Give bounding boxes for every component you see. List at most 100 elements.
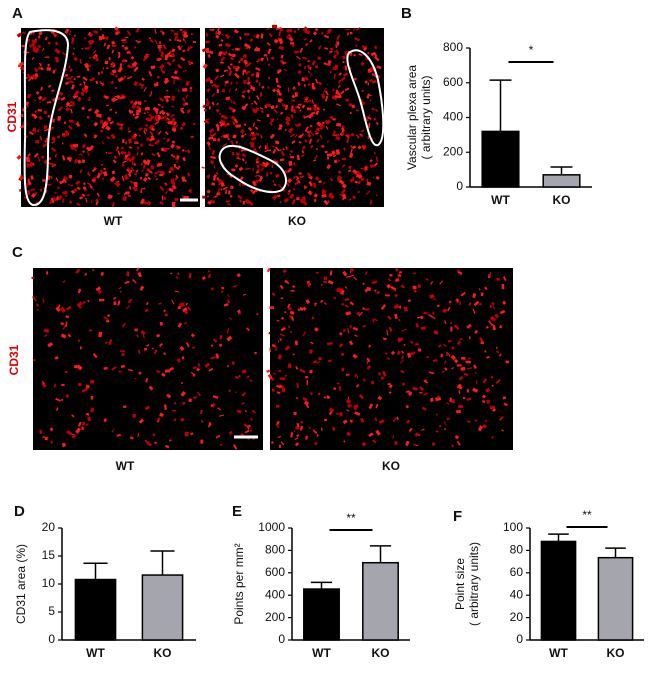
vessel [254,351,258,355]
vessel [148,94,152,98]
vessel [246,327,250,332]
vessel [431,442,436,447]
vessel [51,136,56,140]
vessel [196,367,200,372]
vessel [169,39,172,41]
panel-letter: A [12,5,23,22]
vessel [374,289,377,293]
vessel [27,73,31,79]
vessel [41,381,47,388]
vessel [37,109,42,112]
vessel [335,44,338,48]
vessel [41,380,45,385]
vessel [76,202,81,207]
vessel [85,412,90,416]
vessel [389,274,393,277]
vessel [503,402,508,407]
vessel [110,80,115,85]
vessel [461,356,466,360]
vessel [173,418,177,422]
vessel [409,392,411,397]
vessel [126,30,132,36]
vessel [302,306,307,311]
vessel [463,372,469,376]
vessel [412,386,418,391]
vessel [254,180,259,184]
vessel [249,189,254,193]
vessel [362,378,366,382]
significance-label: ** [582,508,592,522]
vessel [147,169,153,174]
vessel [283,103,286,108]
vessel [145,302,149,306]
vessel [51,141,54,144]
vessel [175,276,179,280]
vessel [39,135,42,138]
vessel [472,387,479,393]
vessel [309,369,313,374]
vessel [47,184,52,186]
vessel [182,401,186,405]
vessel [358,394,365,400]
vessel [88,97,91,101]
vessel [496,350,500,354]
vessel [39,429,43,435]
vessel [220,51,227,56]
vessel [64,28,70,34]
vessel [159,200,164,206]
vessel [366,357,371,363]
vessel [57,194,63,201]
vessel [346,32,349,36]
vessel [450,322,452,325]
vessel [154,39,158,45]
vessel [356,311,361,316]
vessel [60,322,64,326]
bar [542,174,581,188]
vessel [214,195,218,198]
vessel [108,151,112,155]
vessel [61,52,67,57]
vessel [282,148,285,151]
vessel [253,100,258,105]
vessel [207,54,211,58]
vessel [397,337,404,343]
vessel [31,113,35,117]
vessel [212,338,218,343]
vessel [344,87,350,92]
vessel [220,290,224,294]
vessel [20,113,24,118]
vessel [130,166,135,172]
vessel [357,375,359,379]
vessel [37,66,41,70]
vessel [225,200,230,203]
vessel [78,97,81,100]
y-tick-label: 800 [443,40,463,54]
vessel [35,139,40,144]
vessel [189,86,193,90]
vessel [36,303,40,307]
vessel [256,313,259,316]
vessel [326,164,331,170]
vessel [164,404,167,410]
vessel [89,56,92,59]
vessel [443,343,447,348]
x-tick-label: WT [86,646,105,660]
vessel [475,380,478,385]
vessel [180,417,185,422]
vessel [165,95,171,98]
vessel [201,419,204,423]
vessel [352,353,358,359]
vessel [276,88,281,94]
vessel [298,172,302,175]
vessel [211,101,215,106]
vessel [31,39,38,44]
vessel [425,278,429,281]
vessel [321,427,323,432]
vessel [213,177,216,181]
vessel [449,397,453,402]
panel-letter: D [14,503,25,520]
vessel [353,77,357,81]
vessel [192,366,197,370]
vessel [266,114,270,118]
vessel [323,301,328,306]
